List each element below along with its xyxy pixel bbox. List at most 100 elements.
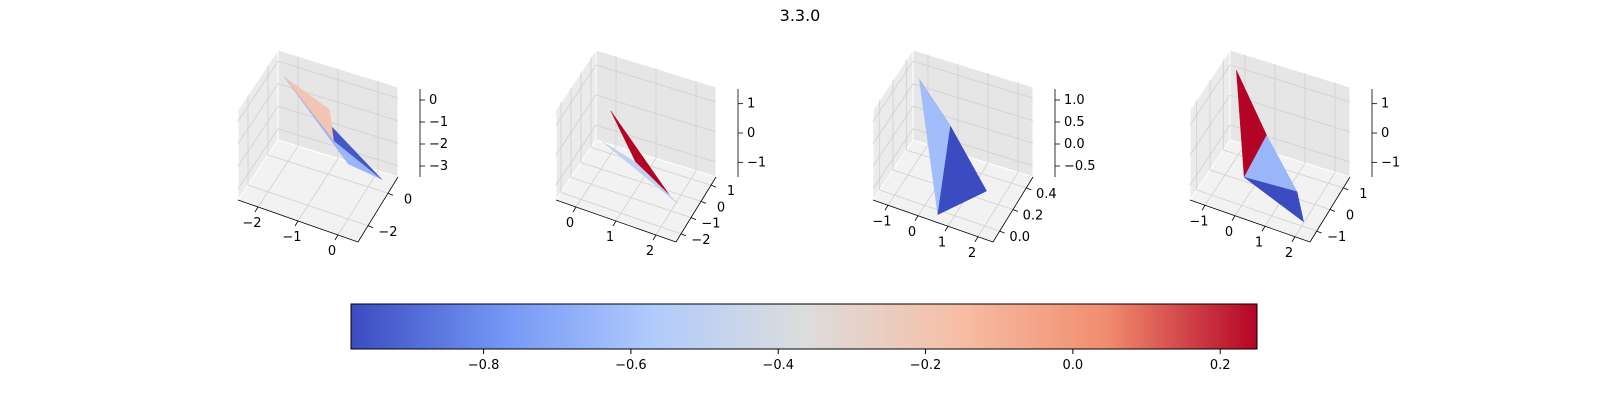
back-gridline-z bbox=[595, 64, 717, 103]
y-tick-mark bbox=[367, 225, 374, 229]
x-tick-label: −1 bbox=[282, 230, 301, 245]
x-tick-label: 2 bbox=[968, 246, 976, 261]
y-tick-mark bbox=[1343, 187, 1349, 191]
z-tick-label: 1.0 bbox=[1064, 93, 1085, 108]
colorbar-tick-label: −0.4 bbox=[762, 358, 794, 373]
y-tick-mark bbox=[1316, 230, 1322, 234]
z-tick-label: −3 bbox=[429, 159, 448, 174]
x-tick-mark bbox=[914, 215, 919, 221]
floor-gridline-y bbox=[247, 184, 369, 227]
z-tick-label: 0.0 bbox=[1064, 137, 1085, 152]
left-gridline-z bbox=[555, 64, 597, 126]
surface-face bbox=[284, 76, 334, 142]
y-tick-mark bbox=[1012, 209, 1019, 212]
y-axis-line bbox=[675, 176, 717, 243]
left-gridline-z bbox=[1189, 64, 1231, 126]
z-tick-label: −1 bbox=[1381, 155, 1400, 170]
x-tick-mark bbox=[974, 236, 979, 242]
back-gridline-z bbox=[912, 60, 1034, 99]
z-tick-label: 0 bbox=[429, 93, 437, 108]
left-gridline-z bbox=[872, 106, 914, 167]
y-tick-mark bbox=[700, 201, 707, 204]
y-tick-label: 0.4 bbox=[1036, 187, 1057, 202]
floor-gridline-x bbox=[575, 145, 617, 208]
floor-gridline-y bbox=[560, 192, 682, 235]
back-gridline-z bbox=[277, 105, 399, 144]
floor-gridline-y bbox=[267, 154, 389, 194]
x-tick-label: −2 bbox=[242, 216, 261, 231]
x-axis-line bbox=[1189, 199, 1311, 243]
y-tick-mark bbox=[680, 233, 687, 237]
floor-gridline-x bbox=[257, 145, 299, 208]
figure-title: 3.3.0 bbox=[779, 6, 821, 25]
z-tick-label: 0 bbox=[1381, 126, 1389, 141]
y-tick-label: 0 bbox=[404, 192, 412, 207]
y-tick-label: 0 bbox=[1346, 209, 1354, 224]
x-tick-label: 1 bbox=[938, 235, 946, 250]
x-tick-mark bbox=[572, 206, 577, 213]
surface-face bbox=[1244, 177, 1304, 223]
axes3d-panel-1: −2 −1 0 −2 0 0 −1 −2 −3 bbox=[237, 48, 448, 259]
x-tick-label: 0 bbox=[1225, 225, 1233, 240]
x-tick-mark bbox=[884, 205, 889, 211]
floor-gridline-x bbox=[337, 170, 379, 236]
x-tick-label: 1 bbox=[606, 230, 614, 245]
colorbar-rect bbox=[350, 303, 1258, 350]
back-gridline-z bbox=[277, 60, 399, 99]
y-tick-mark bbox=[387, 192, 394, 196]
y-axis-line bbox=[357, 176, 399, 243]
x-tick-mark bbox=[1231, 215, 1236, 221]
left-gridline-z bbox=[237, 83, 279, 144]
colorbar-tick-label: 0.0 bbox=[1063, 358, 1084, 373]
colorbar-tick-label: −0.6 bbox=[615, 358, 647, 373]
y-tick-mark bbox=[710, 184, 717, 188]
floor-gridline-y bbox=[590, 147, 712, 186]
floor-gridline-y bbox=[1196, 189, 1317, 232]
y-tick-label: −2 bbox=[378, 225, 397, 240]
x-tick-mark bbox=[294, 220, 299, 227]
y-tick-mark bbox=[1026, 187, 1032, 191]
z-tick-label: −1 bbox=[747, 155, 766, 170]
left-gridline-z bbox=[872, 128, 914, 189]
y-tick-label: −1 bbox=[701, 217, 720, 232]
x-tick-mark bbox=[254, 206, 259, 213]
left-gridline-z bbox=[237, 128, 279, 189]
x-tick-mark bbox=[1201, 205, 1206, 211]
x-tick-mark bbox=[334, 234, 339, 241]
y-tick-label: 0.0 bbox=[1009, 230, 1030, 245]
left-gridline-z bbox=[872, 83, 914, 144]
left-gridline-z bbox=[1189, 124, 1231, 186]
colorbar-tick-label: 0.2 bbox=[1210, 358, 1231, 373]
left-gridline-z bbox=[872, 61, 914, 122]
y-tick-mark bbox=[1329, 209, 1336, 212]
surface-face bbox=[602, 141, 679, 204]
floor-gridline-y bbox=[580, 162, 702, 202]
back-gridline-z bbox=[912, 83, 1034, 122]
x-tick-label: 1 bbox=[1255, 235, 1263, 250]
y-tick-label: 0.2 bbox=[1023, 209, 1044, 224]
floor-gridline-y bbox=[570, 177, 692, 219]
x-tick-mark bbox=[944, 226, 949, 232]
back-gridline-z bbox=[595, 124, 717, 163]
left-gridline-z bbox=[237, 61, 279, 122]
z-tick-label: −2 bbox=[429, 137, 448, 152]
back-gridline-z bbox=[595, 94, 717, 133]
y-tick-label: −1 bbox=[1327, 230, 1346, 245]
floor-gridline-x bbox=[297, 158, 339, 222]
x-tick-label: 0 bbox=[328, 244, 336, 259]
colorbar: −0.8 −0.6 −0.4 −0.2 0.0 0.2 bbox=[350, 303, 1258, 373]
left-gridline-z bbox=[1189, 94, 1231, 156]
z-tick-label: 1 bbox=[1381, 97, 1389, 112]
x-tick-label: 2 bbox=[646, 244, 654, 259]
x-tick-mark bbox=[1261, 226, 1266, 232]
y-tick-label: 1 bbox=[1359, 187, 1367, 202]
left-gridline-z bbox=[555, 94, 597, 156]
x-tick-label: −1 bbox=[872, 214, 891, 229]
colorbar-tick-label: −0.2 bbox=[910, 358, 942, 373]
z-tick-label: 1 bbox=[747, 97, 755, 112]
x-tick-mark bbox=[612, 220, 617, 227]
x-tick-label: 0 bbox=[908, 225, 916, 240]
